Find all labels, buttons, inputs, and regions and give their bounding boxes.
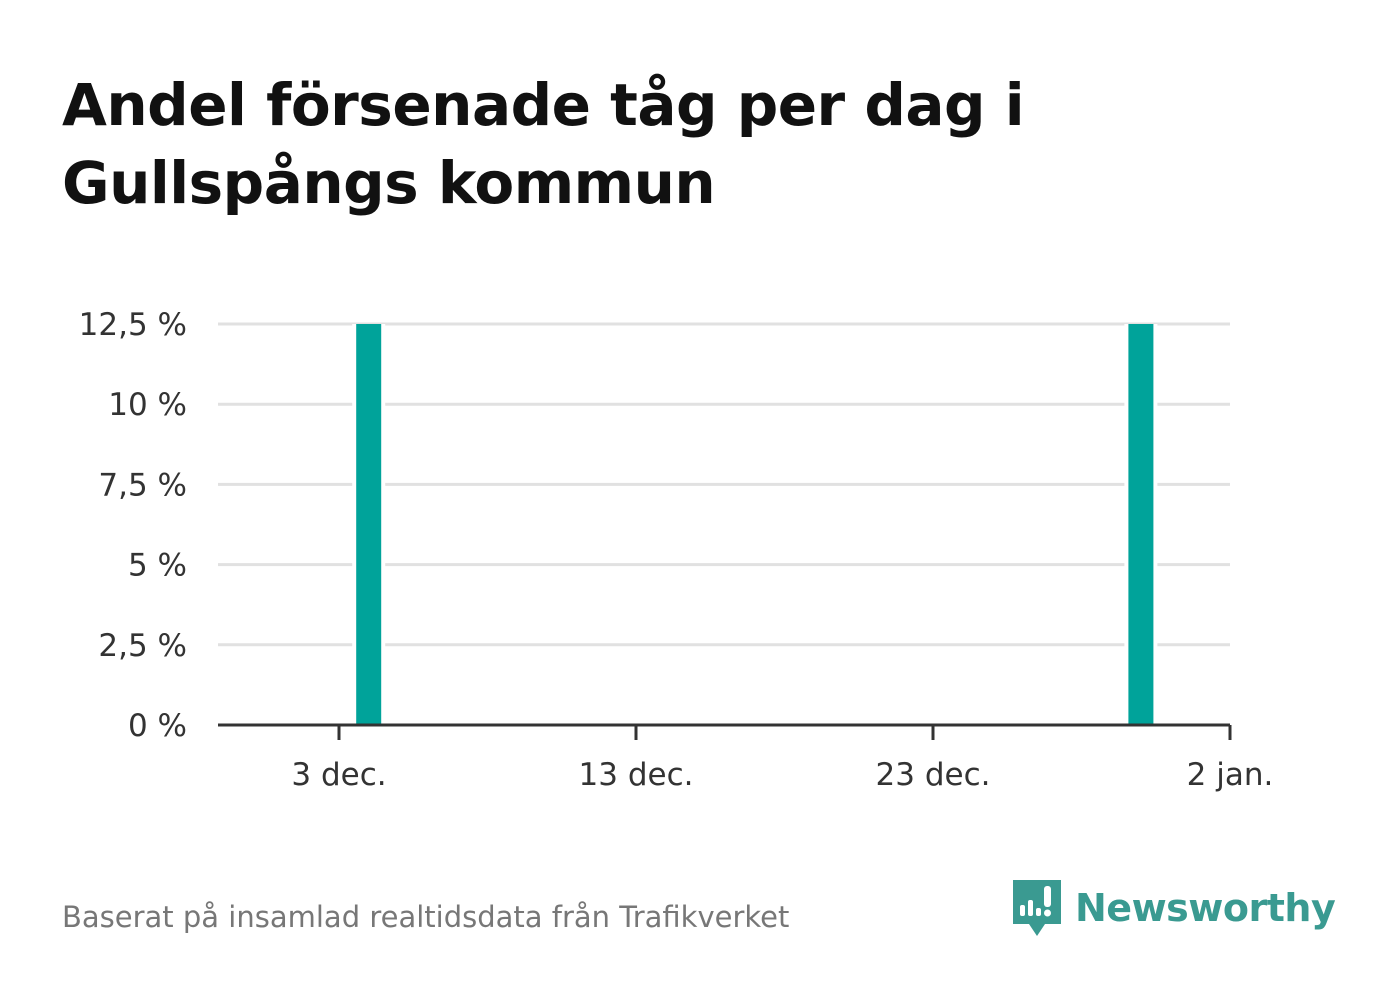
y-tick-label: 7,5 % (98, 467, 187, 503)
newsworthy-logo-icon (1013, 880, 1061, 936)
x-axis (218, 723, 1232, 740)
newsworthy-logo: Newsworthy (1011, 878, 1336, 938)
y-tick-label: 12,5 % (79, 307, 187, 343)
y-tick-label: 5 % (128, 548, 187, 584)
bars (352, 324, 1158, 725)
y-axis-labels: 0 % 2,5 % 5 % 7,5 % 10 % 12,5 % (79, 307, 187, 744)
brand-name: Newsworthy (1075, 886, 1336, 930)
bar (356, 324, 382, 725)
x-tick-label: 3 dec. (291, 757, 386, 793)
x-tick-label: 2 jan. (1187, 757, 1274, 793)
x-axis-labels: 3 dec. 13 dec. 23 dec. 2 jan. (291, 757, 1273, 793)
source-note: Baserat på insamlad realtidsdata från Tr… (62, 900, 790, 934)
gridlines (218, 322, 1230, 647)
chart-title: Andel försenade tåg per dag i Gullspångs… (62, 71, 1025, 217)
bar (1128, 324, 1154, 725)
x-tick-label: 23 dec. (876, 757, 991, 793)
x-tick-label: 13 dec. (579, 757, 694, 793)
y-tick-label: 10 % (108, 387, 187, 423)
y-tick-label: 0 % (128, 708, 187, 744)
y-tick-label: 2,5 % (98, 628, 187, 664)
